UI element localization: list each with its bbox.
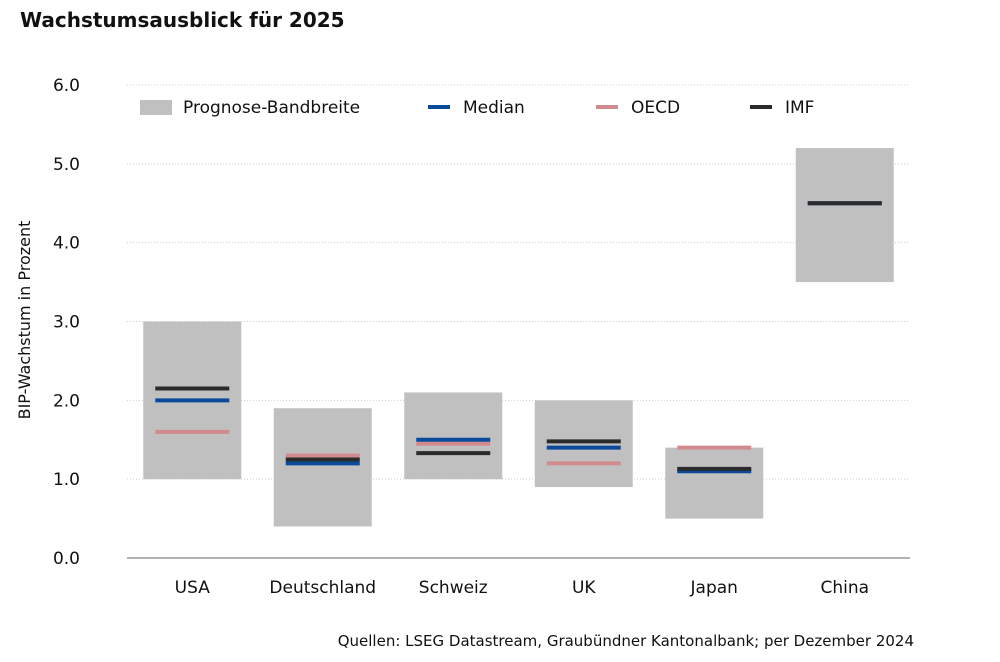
y-tick-label: 2.0 [53,391,80,411]
y-tick-label: 3.0 [53,313,80,333]
legend-label: OECD [631,98,680,118]
y-tick-label: 1.0 [53,470,80,490]
x-tick-label: Japan [690,578,738,598]
forecast-band [273,408,372,527]
x-tick-labels: USA Deutschland Schweiz UK Japan China [175,578,869,598]
y-tick-label: 5.0 [53,155,80,175]
legend: Prognose-Bandbreite Median OECD IMF [140,98,814,118]
chart-title: Wachstumsausblick für 2025 [20,8,345,32]
legend-label: Median [463,98,525,118]
y-tick-label: 0.0 [53,549,80,569]
legend-label: IMF [785,98,814,118]
source-note: Quellen: LSEG Datastream, Graubündner Ka… [337,632,914,650]
forecast-band [404,392,503,480]
y-tick-label: 4.0 [53,234,80,254]
x-tick-label: China [820,578,869,598]
x-tick-label: UK [572,578,596,598]
x-tick-label: Schweiz [419,578,488,598]
grid-lines [127,84,910,559]
y-tick-labels: 0.0 1.0 2.0 3.0 4.0 5.0 6.0 [53,76,80,569]
y-tick-label: 6.0 [53,76,80,96]
forecast-band [534,400,633,488]
forecast-band [795,148,894,283]
forecast-markers [155,201,882,474]
y-axis-label: BIP-Wachstum in Prozent [15,221,34,420]
forecast-bands [143,148,894,527]
x-tick-label: Deutschland [269,578,376,598]
legend-label: Prognose-Bandbreite [183,98,360,118]
x-tick-label: USA [175,578,211,598]
forecast-band [665,447,764,519]
legend-swatch-band [140,100,172,115]
